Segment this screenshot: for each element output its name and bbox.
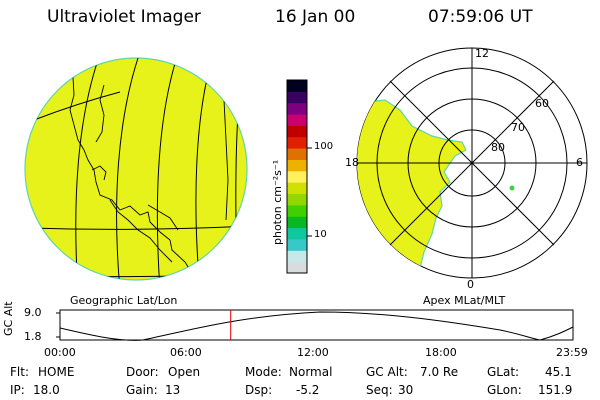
mlat-label-80: 80 <box>491 141 505 154</box>
seq-status-value: 30 <box>398 383 414 397</box>
glat-status-value: 45.1 <box>545 365 572 379</box>
dsp-status-value: -5.2 <box>296 383 320 397</box>
colorbar-swatch <box>287 148 307 160</box>
colorbar <box>287 80 307 274</box>
colorbar-swatch <box>287 193 307 206</box>
glon-status-label: GLon: <box>487 383 522 397</box>
mlat-label-60: 60 <box>535 97 549 110</box>
colorbar-frame <box>286 79 308 274</box>
seq-status-label: Seq: <box>366 383 393 397</box>
geo-image-disk <box>24 57 248 281</box>
colorbar-swatch <box>287 216 307 229</box>
colorbar-swatch <box>287 102 307 115</box>
polar-spot <box>509 185 515 191</box>
time-tick-1200: 12:00 <box>297 346 329 359</box>
geo-panel-label: Geographic Lat/Lon <box>70 294 178 307</box>
time-tick-0600: 06:00 <box>170 346 202 359</box>
date-label: 16 Jan 00 <box>275 7 356 27</box>
colorbar-swatch <box>287 125 307 138</box>
mlt-label-18: 18 <box>345 156 359 169</box>
glon-status-value: 151.9 <box>538 383 573 397</box>
flight-status-label: Flt: <box>10 365 29 379</box>
altitude-curve <box>59 311 574 341</box>
app-title: Ultraviolet Imager <box>47 7 201 27</box>
door-status-label: Door: <box>126 365 159 379</box>
door-status-value: Open <box>168 365 201 379</box>
polar-panel-label: Apex MLat/MLT <box>423 294 506 307</box>
colorbar-swatch <box>287 114 307 126</box>
colorbar-swatch <box>287 159 307 172</box>
glat-status-label: GLat: <box>487 365 520 379</box>
time-label: 07:59:06 UT <box>428 7 533 27</box>
colorbar-swatch <box>287 80 307 92</box>
dsp-status-label: Dsp: <box>245 383 273 397</box>
colorbar-swatch <box>287 238 307 251</box>
mlt-label-0: 0 <box>467 278 474 291</box>
colorbar-swatch <box>287 182 307 195</box>
time-tick-0000: 00:00 <box>44 346 76 359</box>
gain-status-label: Gain: <box>126 383 158 397</box>
altitude-tick-1-8: 1.8 <box>24 330 42 343</box>
gc-alt-status-value: 7.0 Re <box>420 365 459 379</box>
colorbar-swatch <box>287 91 307 104</box>
colorbar-swatch <box>287 136 307 149</box>
colorbar-label-100: 100 <box>314 141 334 152</box>
gain-status-value: 13 <box>165 383 181 397</box>
colorbar-label-10: 10 <box>314 229 327 240</box>
flight-status-value: HOME <box>38 365 75 379</box>
ip-status-label: IP: <box>10 383 25 397</box>
colorbar-swatch <box>287 261 307 274</box>
gc-alt-status-label: GC Alt: <box>366 365 408 379</box>
mode-status-value: Normal <box>289 365 333 379</box>
mlat-label-70: 70 <box>511 121 525 134</box>
time-tick-2359: 23:59 <box>556 346 588 359</box>
colorbar-swatch <box>287 227 307 240</box>
mode-status-label: Mode: <box>245 365 282 379</box>
ip-status-value: 18.0 <box>33 383 60 397</box>
colorbar-unit-label: photon cm⁻²s⁻¹ <box>271 159 284 245</box>
altitude-plot-frame <box>59 309 574 341</box>
colorbar-swatch <box>287 170 307 183</box>
polar-gridlines <box>357 48 587 278</box>
colorbar-swatch <box>287 250 307 263</box>
mlt-label-6: 6 <box>576 156 583 169</box>
time-tick-1800: 18:00 <box>425 346 457 359</box>
mlt-label-12: 12 <box>475 47 489 60</box>
altitude-axis-label: GC Alt <box>2 301 15 336</box>
altitude-tick-9: 9.0 <box>24 306 42 319</box>
colorbar-swatch <box>287 204 307 217</box>
